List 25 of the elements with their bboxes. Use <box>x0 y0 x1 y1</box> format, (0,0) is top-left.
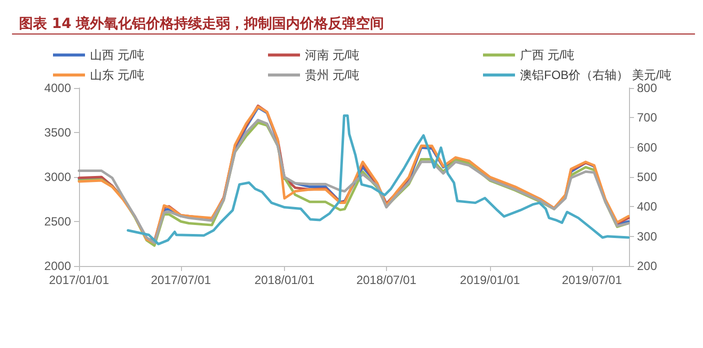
x-tick-label: 2018/01/01 <box>254 273 315 287</box>
y-tick-label: 2500 <box>44 214 72 228</box>
x-tick-label: 2017/07/01 <box>150 273 212 287</box>
y2-tick-label: 200 <box>637 259 658 273</box>
y2-tick-label: 300 <box>637 229 658 244</box>
legend-label: 贵州 元/吨 <box>305 68 360 82</box>
legend-label: 广西 元/吨 <box>520 48 575 62</box>
y-tick-label: 3500 <box>44 126 72 140</box>
y2-tick-label: 500 <box>637 170 658 184</box>
x-tick-label: 2018/07/01 <box>356 273 417 287</box>
legend-label: 河南 元/吨 <box>305 48 360 62</box>
y-tick-label: 4000 <box>44 81 72 95</box>
y2-tick-label: 600 <box>637 140 658 154</box>
x-tick-label: 2019/01/01 <box>460 273 520 287</box>
chart-title: 图表 14 境外氧化铝价格持续走弱，抑制国内价格反弹空间 <box>19 15 384 32</box>
y2-tick-label: 400 <box>637 200 658 214</box>
legend-label: 澳铝FOB价（右轴） 美元/吨 <box>520 68 672 82</box>
y-tick-label: 3000 <box>44 170 72 184</box>
x-tick-label: 2017/01/01 <box>48 273 110 287</box>
y2-tick-label: 800 <box>637 81 658 95</box>
y2-tick-label: 700 <box>637 110 658 125</box>
legend-label: 山西 元/吨 <box>90 48 145 62</box>
y-tick-label: 2000 <box>44 259 72 273</box>
x-tick-label: 2019/07/01 <box>562 273 622 287</box>
legend-label: 山东 元/吨 <box>90 68 145 82</box>
